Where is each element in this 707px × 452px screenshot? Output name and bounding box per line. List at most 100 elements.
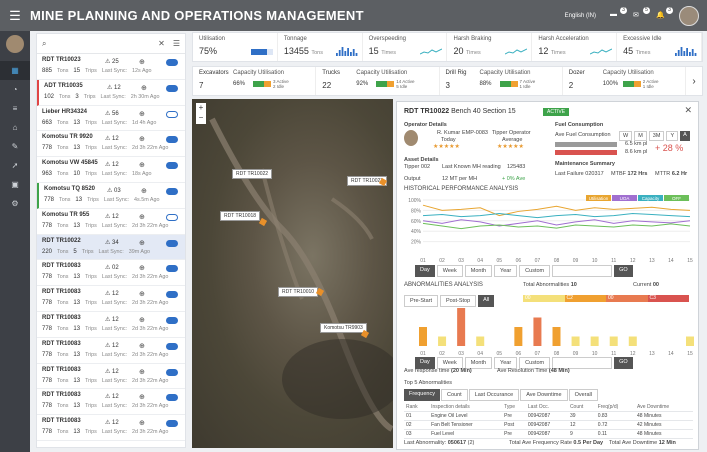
kpi-excessive-idle[interactable]: Excessive Idle 45 Times <box>617 33 702 61</box>
tracking-toggle[interactable] <box>166 162 178 170</box>
avatar[interactable] <box>679 5 699 26</box>
language-select[interactable]: English (IN) <box>564 12 596 19</box>
locate-icon[interactable]: ⊕ <box>139 265 145 273</box>
go-button[interactable]: GO <box>614 265 633 277</box>
range-week[interactable]: Week <box>436 357 463 369</box>
locate-icon[interactable]: ⊕ <box>139 213 145 221</box>
tracking-toggle[interactable] <box>166 291 178 299</box>
locate-icon[interactable]: ⊕ <box>141 84 147 92</box>
abn-tab-pre-start[interactable]: Pre-Start <box>404 295 439 307</box>
tracking-toggle[interactable] <box>166 368 178 376</box>
abn-tab-all[interactable]: All <box>478 295 495 307</box>
tracking-toggle[interactable] <box>166 342 178 350</box>
next-arrow-icon[interactable]: › <box>692 75 696 87</box>
user-avatar[interactable] <box>6 35 24 53</box>
custom-range-input[interactable] <box>552 265 613 277</box>
equipment-dozer[interactable]: Dozer 2 Capacity Utilisation 100% 2 Acti… <box>563 67 686 95</box>
locate-icon[interactable]: ⊕ <box>139 316 145 324</box>
locate-icon[interactable]: ⊕ <box>139 59 145 66</box>
map-label[interactable]: RDT TR10022 <box>232 169 273 179</box>
tracking-toggle[interactable] <box>166 84 178 92</box>
vehicle-row[interactable]: RDT TR10022 ⚠ 34 ⊕ 220 Tons 5 Trips Last Syn… <box>37 234 185 261</box>
mine-map[interactable]: + − RDT TR10022 RDT TR10023 RDT TR10018 R… <box>192 99 393 448</box>
kpi-harsh-acceleration[interactable]: Harsh Acceleration 12 Times <box>532 33 618 61</box>
range-week[interactable]: Week <box>436 265 463 277</box>
home-icon[interactable]: ⌂ <box>12 123 18 132</box>
vehicle-row[interactable]: RDT TR10023 ⚠ 25 ⊕ 885 Tons 15 Trips Last Sy… <box>37 54 185 80</box>
tracking-toggle[interactable] <box>166 394 178 402</box>
settings-icon[interactable]: ⚙ <box>11 199 19 208</box>
range-custom[interactable]: Custom <box>519 265 551 277</box>
top5-tab-overall[interactable]: Overall <box>568 389 598 401</box>
tracking-toggle[interactable] <box>166 265 178 273</box>
top5-tab-ave-downtime[interactable]: Ave Downtime <box>520 389 568 401</box>
vehicle-row[interactable]: RDT TR10083 ⚠ 12 ⊕ 778 Tons 13 Trips Last Sy… <box>37 338 185 364</box>
kpi-tonnage[interactable]: Tonnage 13455 Tons <box>278 33 363 61</box>
gauge-icon[interactable]: ◔ <box>12 85 18 94</box>
locate-icon[interactable]: ⊕ <box>139 368 145 376</box>
vehicle-row[interactable]: RDT TR10083 ⚠ 12 ⊕ 778 Tons 13 Trips Last Sy… <box>37 286 185 312</box>
locate-icon[interactable]: ⊕ <box>139 420 145 428</box>
table-row[interactable]: 01 Engine Oil Level Pre 00942087 39 0.83 48 Mi… <box>404 411 693 421</box>
go-button[interactable]: GO <box>614 357 633 369</box>
list-icon[interactable]: ≡ <box>12 104 18 113</box>
top5-tab-count[interactable]: Count <box>441 389 468 401</box>
locate-icon[interactable]: ⊕ <box>139 110 145 118</box>
kpi-harsh-braking[interactable]: Harsh Braking 20 Times <box>447 33 533 61</box>
top5-tab-frequency[interactable]: Frequency <box>404 389 440 401</box>
vehicle-row[interactable]: RDT TR10083 ⚠ 12 ⊕ 778 Tons 13 Trips Last Sy… <box>37 389 185 416</box>
period-A[interactable]: A <box>680 131 690 141</box>
bell-icon[interactable]: 🔔 3 <box>656 6 673 21</box>
vehicle-row[interactable]: Komotsu TR 955 ⚠ 12 ⊕ 778 Tons 13 Trips Last… <box>37 209 185 235</box>
tracking-toggle[interactable] <box>166 239 178 247</box>
vehicle-row[interactable]: Komotsu VW 45845 ⚠ 12 ⊕ 963 Tons 10 Trips La… <box>37 157 185 183</box>
period-Y[interactable]: Y <box>666 131 679 141</box>
period-M[interactable]: M <box>634 131 647 141</box>
vehicle-row[interactable]: Komotsu TQ 8520 ⚠ 03 ⊕ 778 Tons 13 Trips Las… <box>37 182 185 209</box>
dashboard-icon[interactable]: ▦ <box>0 61 30 80</box>
top5-tabs[interactable]: Frequency Count Last Occurance Ave Downtime… <box>404 389 598 401</box>
wrench-icon[interactable]: ✎ <box>11 142 19 151</box>
period-W[interactable]: W <box>619 131 633 141</box>
image-icon[interactable]: ▣ <box>11 180 19 189</box>
kpi-utilisation[interactable]: Utilisation 75% <box>193 33 278 61</box>
locate-icon[interactable]: ⊕ <box>139 291 145 299</box>
range-year[interactable]: Year <box>494 265 518 277</box>
range-day[interactable]: Day <box>415 265 435 277</box>
tracking-toggle[interactable] <box>166 420 178 428</box>
tracking-toggle[interactable] <box>166 316 178 324</box>
range-year[interactable]: Year <box>494 357 518 369</box>
vehicle-row[interactable]: ADT TR10035 ⚠ 12 ⊕ 102 Tons 3 Trips Last Syn… <box>37 79 185 106</box>
map-label[interactable]: RDT TR10018 <box>220 211 261 221</box>
range-month[interactable]: Month <box>464 265 493 277</box>
close-icon[interactable]: ✕ <box>158 39 165 48</box>
vehicle-row[interactable]: RDT TR10083 ⚠ 12 ⊕ 778 Tons 13 Trips Last Sy… <box>37 364 185 390</box>
locate-icon[interactable]: ⊕ <box>139 162 145 170</box>
menu-icon[interactable]: ☰ <box>9 7 21 23</box>
table-row[interactable]: 02 Fan Belt Tensioner Post 00942087 12 0.72 42… <box>404 420 693 430</box>
locate-icon[interactable]: ⊕ <box>139 394 145 402</box>
vehicle-row[interactable]: RDT TR10083 ⚠ 12 ⊕ 778 Tons 13 Trips Last Sy… <box>37 415 185 441</box>
close-icon[interactable]: ✕ <box>684 105 692 115</box>
abn-range[interactable]: Day Week Month Year Custom GO <box>415 357 633 369</box>
range-custom[interactable]: Custom <box>519 357 551 369</box>
top5-tab-last-occurance[interactable]: Last Occurance <box>468 389 520 401</box>
range-day[interactable]: Day <box>415 357 435 369</box>
tracking-toggle[interactable] <box>166 187 178 195</box>
table-row[interactable]: 03 Fuel Level Pre 00942087 9 0.11 48 Minutes <box>404 429 693 439</box>
tracking-toggle[interactable] <box>166 59 178 66</box>
abn-tabs[interactable]: Pre-Start Post-Stop All <box>404 295 495 307</box>
locate-icon[interactable]: ⊕ <box>139 342 145 350</box>
abn-tab-post-stop[interactable]: Post-Stop <box>440 295 477 307</box>
vehicle-row[interactable]: Komotsu TR 9920 ⚠ 12 ⊕ 778 Tons 13 Trips Las… <box>37 131 185 158</box>
vehicle-row[interactable]: RDT TR10083 ⚠ 02 ⊕ 778 Tons 13 Trips Last Sy… <box>37 260 185 287</box>
tracking-toggle[interactable] <box>166 136 178 144</box>
map-label[interactable]: RDT TR10010 <box>278 287 319 297</box>
equipment-drill-rig[interactable]: Drill Rig 3 Capacity Utilisation 88% 7 A… <box>440 67 563 95</box>
tracking-toggle[interactable] <box>166 213 178 221</box>
equipment-trucks[interactable]: Trucks 22 Capacity Utilisation 92% 14 Ac… <box>316 67 440 95</box>
message-icon[interactable]: ✉ 5 <box>633 6 650 21</box>
equipment-excavators[interactable]: Excavators 7 Capacity Utilisation 66% 3 … <box>193 67 317 95</box>
rocket-icon[interactable]: ➚ <box>11 161 19 170</box>
period-3M[interactable]: 3M <box>648 131 665 141</box>
